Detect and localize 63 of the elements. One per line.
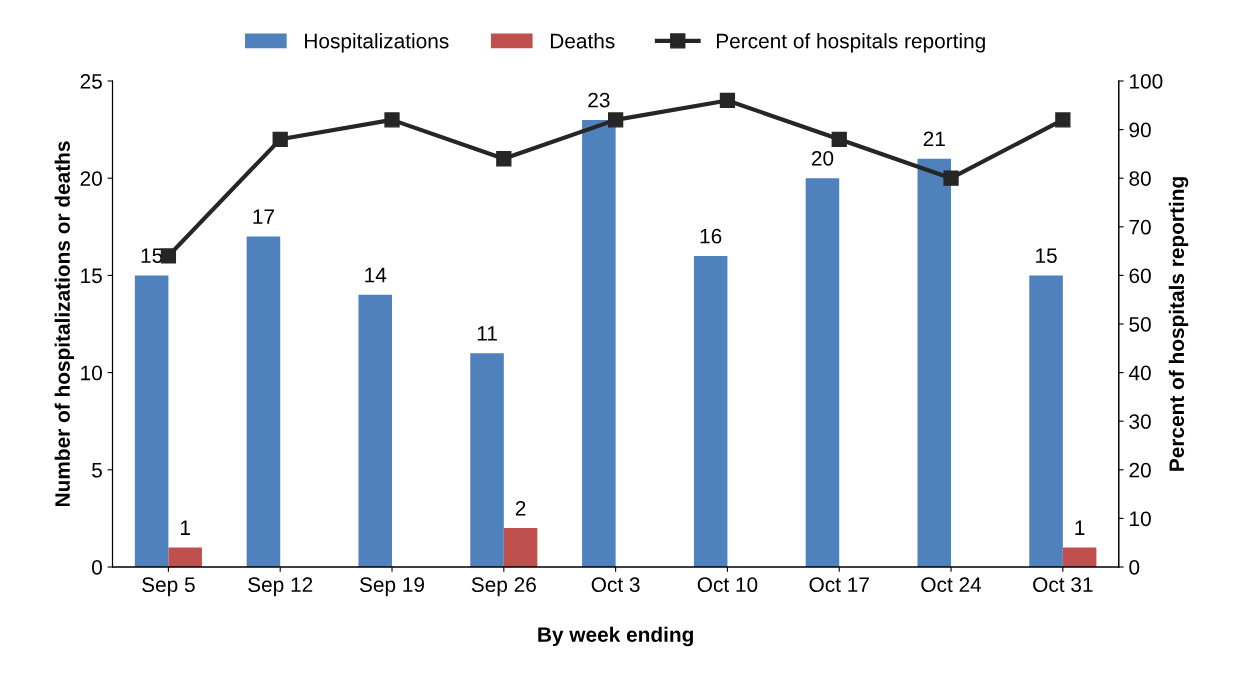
y-axis-title: Number of hospitalizations or deaths [54,141,75,507]
y-tick-label: 20 [80,171,102,186]
x-tick-label: Oct 31 [1033,577,1093,593]
data-label: 1 [180,520,190,535]
data-label: 15 [1036,248,1057,263]
point [719,92,736,109]
bar [582,119,616,567]
point [607,112,624,128]
bar [470,353,504,567]
y2-tick-label: 70 [1129,219,1151,235]
x-tick-label: Oct 24 [921,577,982,593]
bar [805,178,840,567]
y2-axis-title: Percent of hospitals reporting [1168,177,1189,471]
y-tick-label: 15 [81,268,102,284]
data-label: 16 [700,228,722,244]
y-tick-label: 0 [92,560,102,575]
y2-tick-label: 0 [1129,560,1140,575]
y2-tick-label: 10 [1130,511,1151,527]
y2-tick-label: 80 [1129,171,1151,186]
legend-label: Deaths [550,33,615,49]
bar [503,528,538,567]
bar [693,255,728,567]
y2-tick-label: 40 [1128,365,1151,381]
bar [1029,275,1063,567]
point [943,170,959,186]
bar [917,158,952,567]
legend-label: Percent of hospitals reporting [716,33,985,53]
x-tick-label: Sep 19 [359,577,425,597]
data-label: 1 [1075,520,1085,535]
bar [1062,547,1097,567]
data-label: 20 [811,151,834,166]
y-tick-label: 25 [80,74,102,89]
x-tick-label: Oct 3 [591,577,640,593]
legend-label: Hospitalizations [305,33,449,53]
point [272,131,288,147]
y2-tick-label: 50 [1129,317,1151,332]
data-label: 14 [365,267,387,283]
bar [246,236,281,567]
data-label: 17 [253,209,274,224]
point [1055,112,1071,128]
x-axis-title: By week ending [538,626,693,647]
x-tick-label: Sep 12 [248,577,313,597]
x-tick-label: Oct 10 [697,577,758,593]
y-tick-label: 5 [92,463,102,478]
x-tick-label: Oct 17 [809,577,869,593]
bar [134,275,169,567]
y2-tick-label: 100 [1130,74,1163,89]
point [496,151,512,167]
point [384,112,400,128]
data-label: 23 [588,92,610,108]
data-label: 21 [923,131,945,147]
x-tick-label: Sep 26 [471,577,536,597]
y-tick-label: 10 [81,365,102,381]
bar [168,547,202,567]
data-label: 2 [515,500,526,516]
y2-tick-label: 90 [1129,122,1151,138]
point [831,131,847,147]
y2-tick-label: 30 [1129,414,1151,429]
data-label: 11 [477,326,497,341]
bar [358,294,393,567]
x-tick-label: Sep 5 [142,577,195,597]
y2-tick-label: 60 [1129,268,1151,284]
y2-tick-label: 20 [1129,462,1151,478]
